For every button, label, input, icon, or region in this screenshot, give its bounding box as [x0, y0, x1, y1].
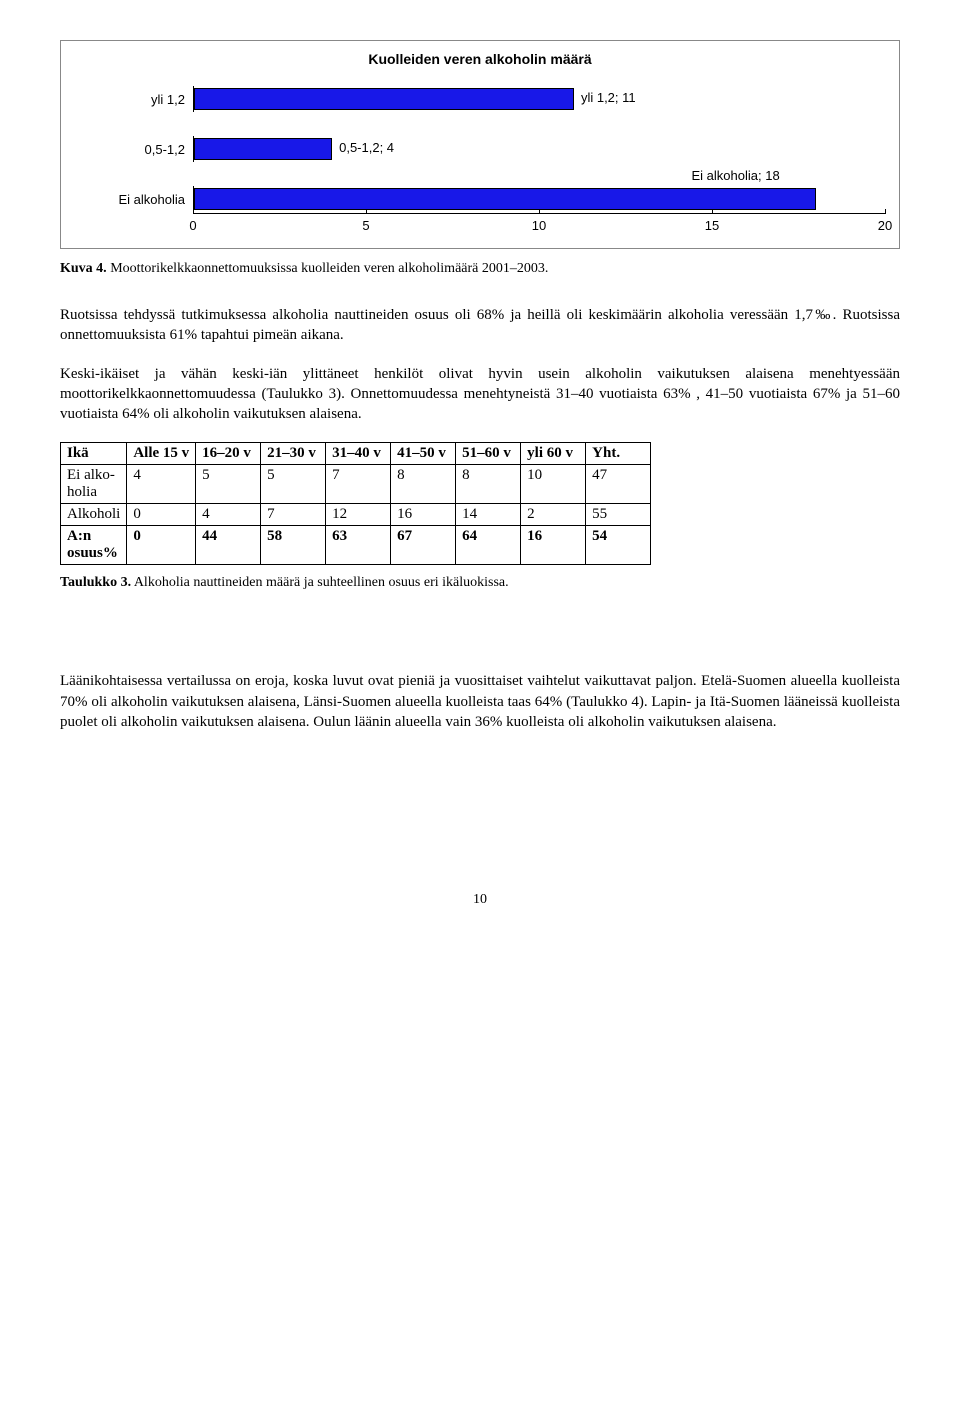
xtick-label: 5: [362, 218, 369, 233]
table-header: 16–20 v: [196, 443, 261, 465]
table-rowlabel: Alkoholi: [61, 504, 127, 526]
caption-label: Taulukko 3.: [60, 575, 131, 590]
page-number: 10: [60, 892, 900, 908]
age-alcohol-table: Ikä Alle 15 v 16–20 v 21–30 v 31–40 v 41…: [60, 442, 651, 565]
caption-text: Alkoholia nauttineiden määrä ja suhteell…: [131, 575, 509, 590]
table-cell: 8: [456, 465, 521, 504]
table-header: Alle 15 v: [127, 443, 196, 465]
table-cell: 4: [127, 465, 196, 504]
chart-row: yli 1,2 yli 1,2; 11: [75, 85, 885, 113]
table-rowlabel: A:nosuus%: [61, 526, 127, 565]
table-cell: 8: [391, 465, 456, 504]
bar-track: 0,5-1,2; 4: [193, 136, 885, 162]
table-cell: 16: [521, 526, 586, 565]
table-cell: 0: [127, 526, 196, 565]
table-cell: 63: [326, 526, 391, 565]
table-rowlabel: Ei alko-holia: [61, 465, 127, 504]
table-header-row: Ikä Alle 15 v 16–20 v 21–30 v 31–40 v 41…: [61, 443, 651, 465]
table-cell: 55: [586, 504, 651, 526]
chart-category-label: 0,5-1,2: [75, 142, 193, 157]
xtick-label: 10: [532, 218, 546, 233]
paragraph: Ruotsissa tehdyssä tutkimuksessa alkohol…: [60, 305, 900, 346]
table-cell: 4: [196, 504, 261, 526]
table-cell: 5: [261, 465, 326, 504]
table-row: A:nosuus% 0 44 58 63 67 64 16 54: [61, 526, 651, 565]
table-cell: 2: [521, 504, 586, 526]
caption-text: Moottorikelkkaonnettomuuksissa kuolleide…: [107, 261, 549, 276]
chart-row: Ei alkoholia Ei alkoholia; 18: [75, 185, 885, 213]
figure-caption: Kuva 4. Moottorikelkkaonnettomuuksissa k…: [60, 261, 900, 277]
paragraph: Keski-ikäiset ja vähän keski-iän ylittän…: [60, 364, 900, 425]
chart-row: 0,5-1,2 0,5-1,2; 4: [75, 135, 885, 163]
table-cell: 14: [456, 504, 521, 526]
chart-category-label: Ei alkoholia: [75, 192, 193, 207]
table-cell: 7: [326, 465, 391, 504]
table-header: Yht.: [586, 443, 651, 465]
xtick-label: 20: [878, 218, 892, 233]
chart-bar: [194, 88, 574, 110]
bar-track: yli 1,2; 11: [193, 86, 885, 112]
table-row: Alkoholi 0 4 7 12 16 14 2 55: [61, 504, 651, 526]
table-row: Ei alko-holia 4 5 5 7 8 8 10 47: [61, 465, 651, 504]
table-cell: 10: [521, 465, 586, 504]
alcohol-chart: Kuolleiden veren alkoholin määrä yli 1,2…: [60, 40, 900, 249]
table-cell: 0: [127, 504, 196, 526]
chart-datalabel: 0,5-1,2; 4: [339, 140, 394, 155]
table-header: 51–60 v: [456, 443, 521, 465]
chart-datalabel: Ei alkoholia; 18: [692, 168, 780, 183]
xtick-label: 15: [705, 218, 719, 233]
table-header: 21–30 v: [261, 443, 326, 465]
xtick-label: 0: [189, 218, 196, 233]
chart-category-label: yli 1,2: [75, 92, 193, 107]
table-cell: 67: [391, 526, 456, 565]
table-header: yli 60 v: [521, 443, 586, 465]
table-header: Ikä: [61, 443, 127, 465]
table-cell: 47: [586, 465, 651, 504]
table-cell: 7: [261, 504, 326, 526]
table-cell: 12: [326, 504, 391, 526]
table-cell: 54: [586, 526, 651, 565]
table-cell: 5: [196, 465, 261, 504]
table-header: 31–40 v: [326, 443, 391, 465]
caption-label: Kuva 4.: [60, 261, 107, 276]
table-cell: 58: [261, 526, 326, 565]
table-header: 41–50 v: [391, 443, 456, 465]
table-cell: 64: [456, 526, 521, 565]
chart-bar: [194, 188, 816, 210]
chart-xaxis: 0 5 10 15 20: [193, 213, 885, 242]
chart-bar: [194, 138, 332, 160]
chart-title: Kuolleiden veren alkoholin määrä: [75, 51, 885, 67]
paragraph: Läänikohtaisessa vertailussa on eroja, k…: [60, 671, 900, 732]
table-caption: Taulukko 3. Alkoholia nauttineiden määrä…: [60, 575, 900, 591]
table-cell: 44: [196, 526, 261, 565]
chart-datalabel: yli 1,2; 11: [581, 90, 636, 105]
table-cell: 16: [391, 504, 456, 526]
